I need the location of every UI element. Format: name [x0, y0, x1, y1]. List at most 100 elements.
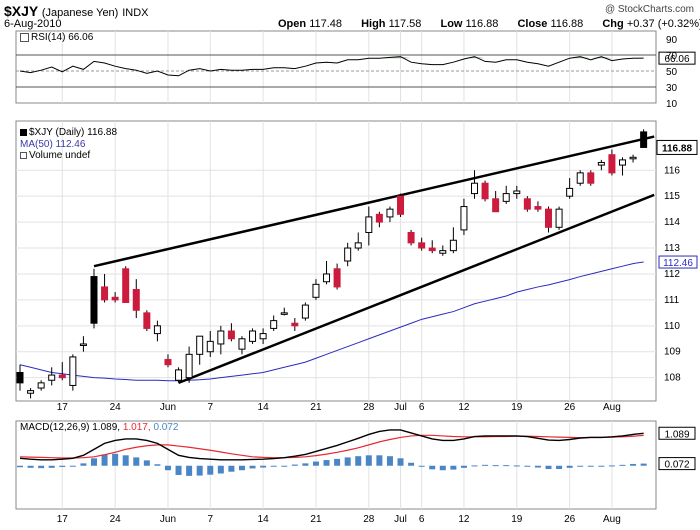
rsi-tick-label: 70 [666, 51, 678, 62]
x-tick-label: 26 [564, 402, 576, 413]
rsi-label: RSI(14) 66.06 [31, 32, 94, 43]
x-tick-label-bottom: 24 [110, 514, 122, 525]
high-value: 117.58 [388, 18, 422, 30]
histogram-bar [630, 463, 637, 466]
histogram-bar [334, 458, 341, 466]
candle-body [143, 312, 151, 329]
price-label: $XJY (Daily) 116.88 [29, 127, 118, 138]
volume-legend: Volume undef [20, 150, 90, 161]
candle-body [238, 338, 246, 350]
x-tick-label: 19 [511, 402, 523, 413]
price-tick-label: 114 [664, 217, 680, 228]
candle-body [354, 242, 362, 249]
exchange: INDX [122, 7, 149, 19]
x-tick-label: 21 [310, 402, 322, 413]
candle-body [196, 335, 204, 355]
x-tick-label: 28 [363, 402, 375, 413]
x-tick-label-bottom: 28 [363, 514, 375, 525]
x-tick-label-bottom: 6 [419, 514, 425, 525]
histogram-bar [228, 465, 235, 472]
histogram-bar [429, 465, 436, 470]
histogram-bar [344, 457, 351, 466]
candle-body [523, 198, 531, 210]
open-label: Open [278, 18, 307, 30]
chg-value: +0.37 (+0.32%) [626, 18, 700, 30]
candle-body [333, 268, 341, 288]
candle-body [270, 320, 278, 329]
candle-body [597, 161, 605, 166]
x-tick-label: Jul [394, 402, 407, 413]
histogram-bar [355, 456, 362, 466]
chg-label: Chg [602, 18, 624, 30]
candle-body [407, 231, 415, 244]
close-label: Close [517, 18, 548, 30]
ohlc-summary: Open 117.48 High 117.58 Low 116.88 Close… [278, 18, 700, 30]
candle-body [629, 156, 637, 160]
histogram-bar [418, 465, 425, 467]
price-tick-label: 112 [664, 269, 680, 280]
histogram-bar [270, 465, 277, 467]
candle-body [249, 330, 257, 342]
x-tick-label: 12 [458, 402, 470, 413]
price-tick-label: 111 [664, 295, 680, 306]
x-tick-label: 6 [419, 402, 425, 413]
candle-body [640, 131, 648, 148]
macd-value-label: 0.072 [664, 460, 689, 471]
histogram-bar [112, 453, 119, 466]
candle-body [471, 182, 479, 195]
histogram-bar [513, 465, 520, 467]
x-tick-label-bottom: 7 [207, 514, 213, 525]
candle-body [175, 369, 183, 381]
price-group: 116.88 112.46 [16, 129, 698, 399]
low-label: Low [440, 18, 463, 30]
rsi-tick-label: 30 [666, 83, 678, 94]
x-tick-label: 14 [258, 402, 270, 413]
histogram-bar [238, 465, 245, 471]
candle-body [534, 206, 542, 210]
candle-body [217, 330, 225, 345]
x-tick-label-bottom: Jul [394, 514, 407, 525]
macd-value-label: 1.089 [664, 429, 689, 440]
histogram-bar [534, 465, 541, 468]
symbol: $XJY [4, 3, 38, 19]
histogram-bar [122, 455, 129, 466]
rsi-legend-box [20, 32, 29, 42]
candle-body [397, 195, 405, 215]
ma-value-label: 112.46 [663, 258, 693, 269]
histogram-bar [59, 465, 66, 467]
brand-link[interactable]: @ StockCharts.com [604, 4, 694, 15]
candle-body [492, 198, 500, 213]
price-tick-label: 115 [664, 191, 680, 202]
rsi-tick-label: 90 [666, 35, 678, 46]
candle-body [164, 359, 172, 366]
candle-body [618, 159, 626, 166]
close-value: 116.88 [550, 18, 584, 30]
rsi-tick-label: 50 [666, 67, 678, 78]
candle-body [185, 353, 193, 379]
candle-body [545, 208, 552, 228]
histogram-bar [524, 465, 531, 467]
x-tick-label: Jun [160, 402, 176, 413]
histogram-bar [291, 464, 298, 466]
histogram-bar [376, 455, 383, 466]
axis-labels: 17 17 24 24 Jun Jun 7 7 14 14 21 21 28 28 Jul Jul 6 6 12 12… [57, 35, 690, 525]
candle-body [344, 247, 352, 262]
chart-date: 6-Aug-2010 [4, 18, 62, 30]
histogram-bar [217, 465, 224, 474]
last-price-box [656, 139, 698, 155]
x-tick-label-bottom: 19 [511, 514, 523, 525]
candle-body [365, 216, 373, 233]
candle-body [481, 182, 489, 200]
candle-body [312, 283, 320, 298]
x-tick-label-bottom: 14 [258, 514, 270, 525]
candle-body [48, 374, 56, 381]
volume-label: Volume undef [29, 150, 91, 161]
histogram-bar [207, 465, 214, 475]
x-tick-label-bottom: Jun [160, 514, 176, 525]
candle-body [132, 289, 140, 311]
histogram-bar [439, 465, 446, 471]
price-tick-label: 113 [664, 243, 680, 254]
macd-legend: MACD(12,26,9) 1.089, 1.017, 0.072 [20, 422, 178, 433]
histogram-bar [397, 458, 404, 466]
candle-body [460, 206, 468, 231]
